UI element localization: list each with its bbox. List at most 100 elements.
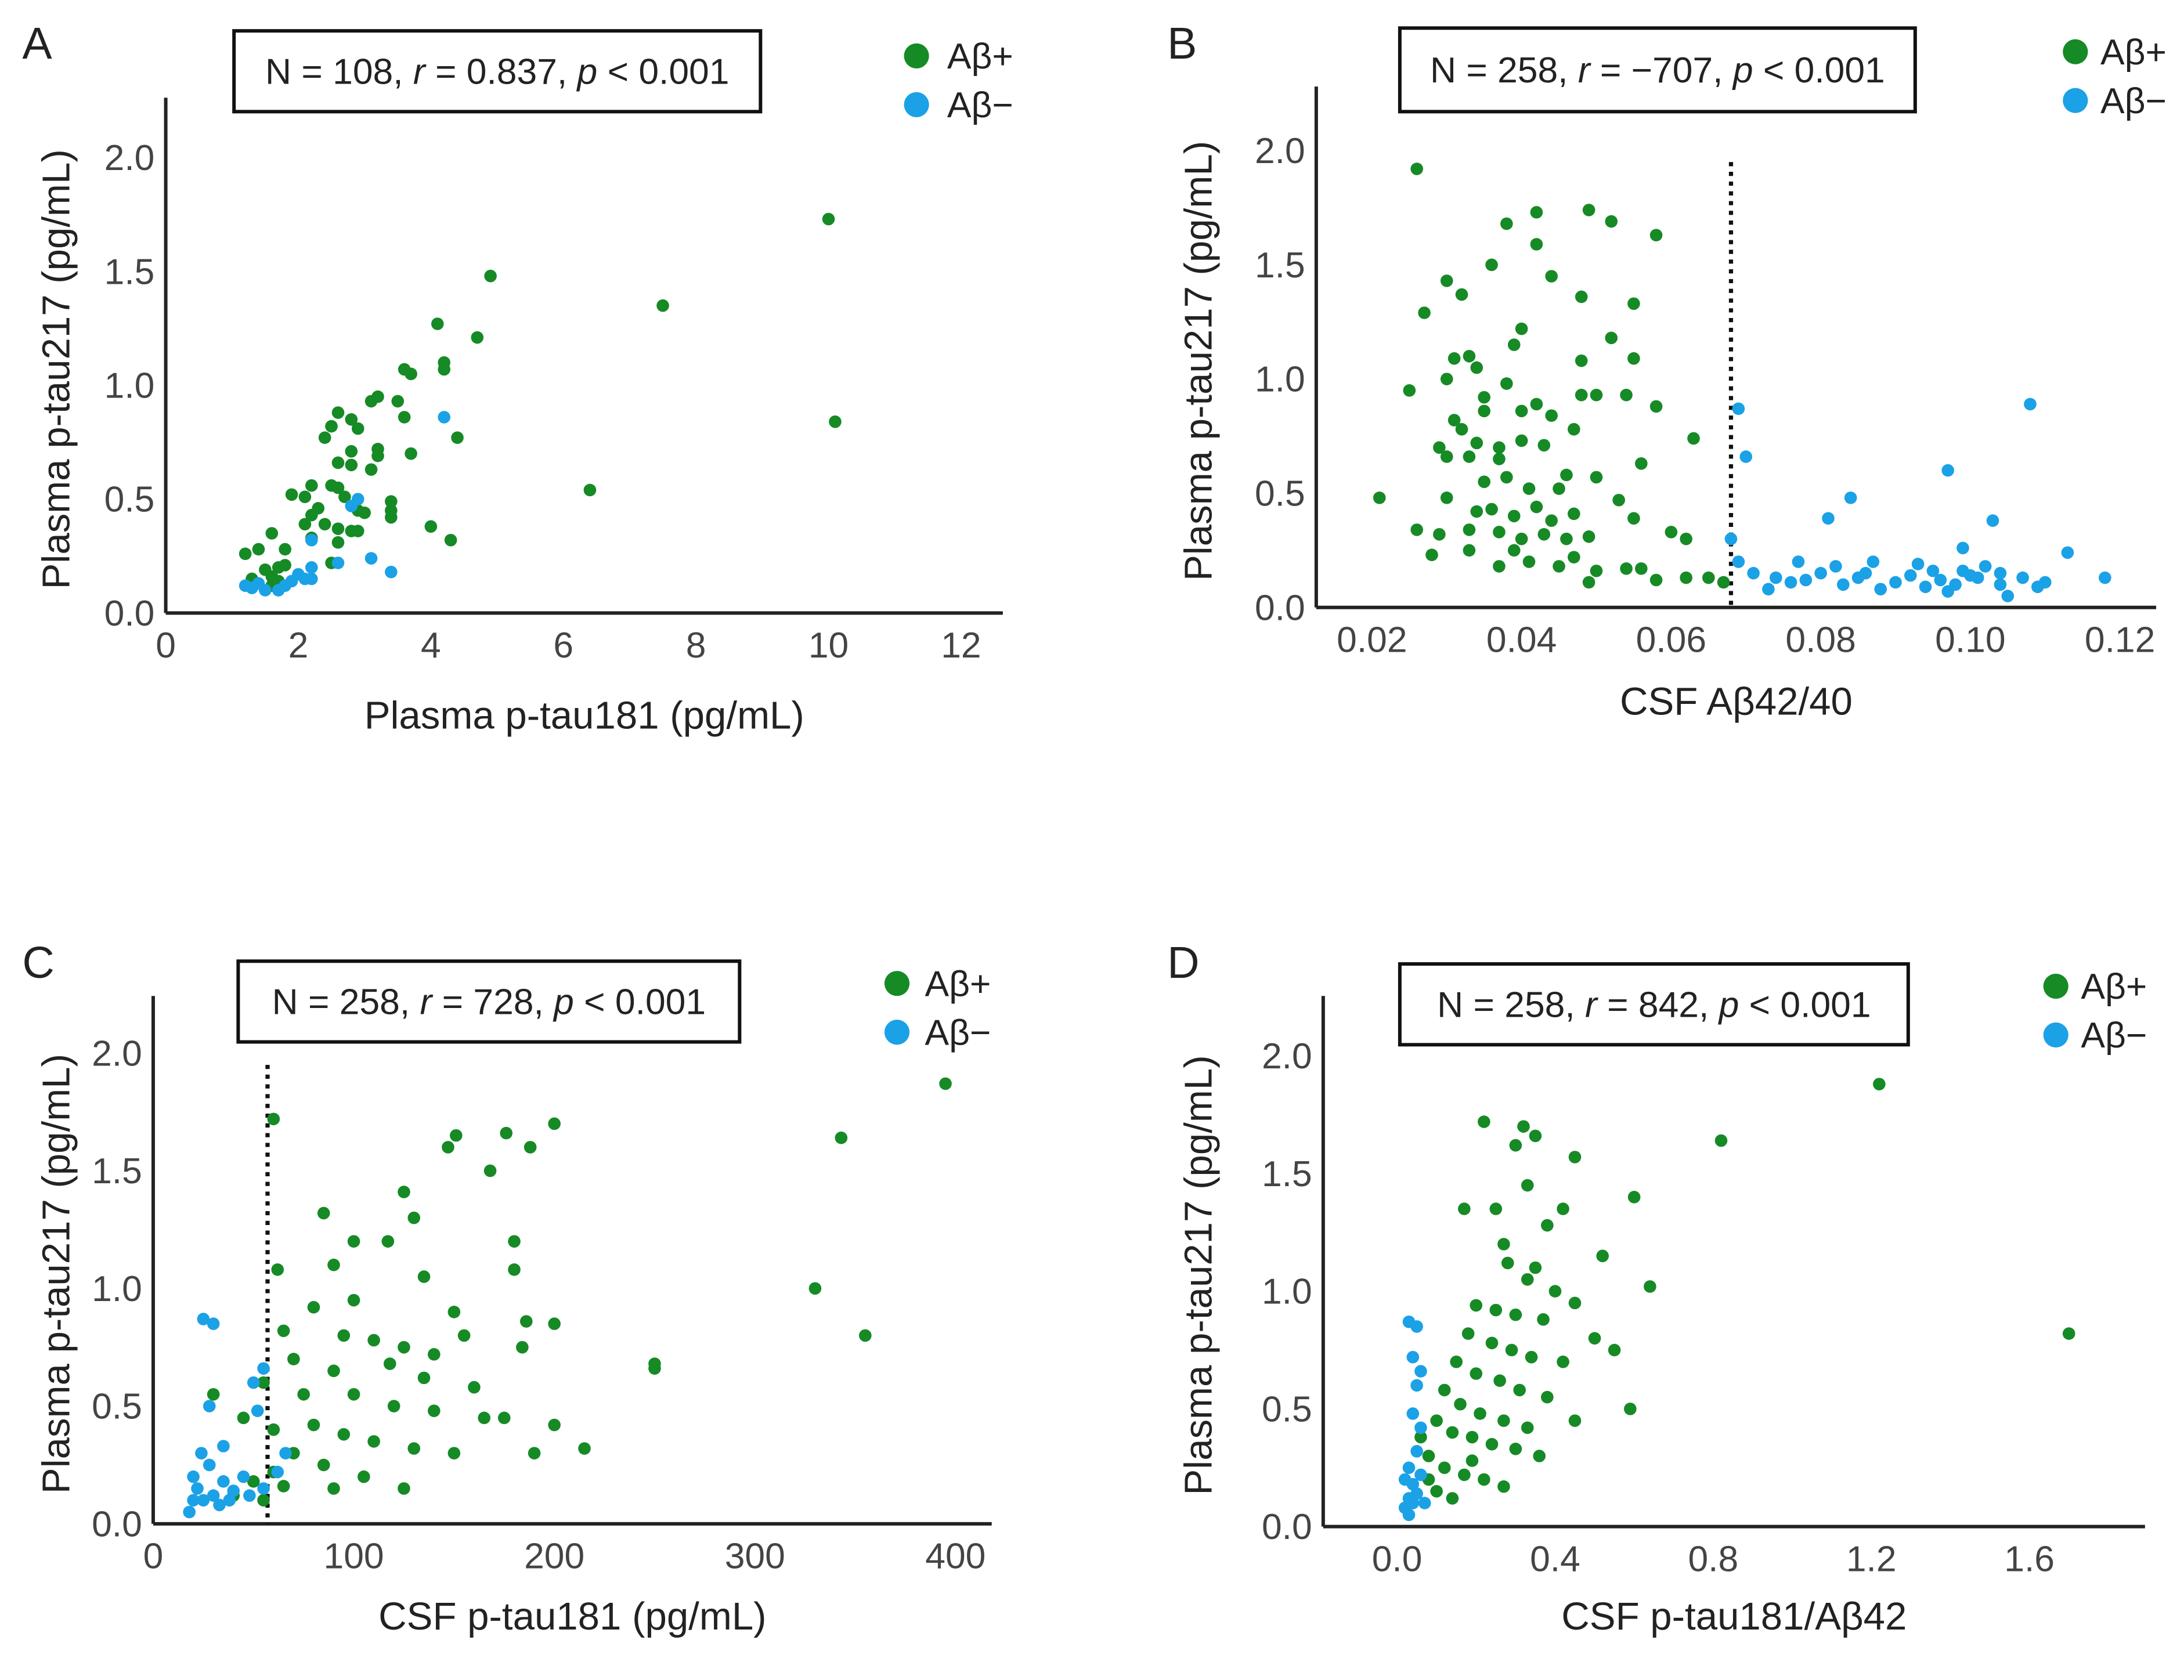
point-abeta-positive — [331, 406, 345, 419]
point-abeta-positive — [1485, 1437, 1499, 1451]
point-abeta-negative — [279, 1447, 292, 1459]
point-abeta-positive — [1537, 528, 1551, 541]
point-abeta-positive — [583, 483, 597, 497]
point-abeta-negative — [257, 1482, 270, 1495]
point-abeta-positive — [1624, 1403, 1637, 1415]
point-abeta-positive — [939, 1077, 952, 1090]
point-abeta-positive — [331, 481, 345, 494]
point-abeta-positive — [1557, 1202, 1569, 1215]
point-abeta-positive — [1568, 1296, 1582, 1310]
annotation-p-sym: p — [1718, 985, 1739, 1025]
x-tick-label: 4 — [421, 626, 441, 666]
point-abeta-positive — [1537, 1313, 1550, 1326]
y-tick-label: 2.0 — [92, 1034, 142, 1074]
point-abeta-negative — [1941, 464, 1954, 477]
point-abeta-positive — [387, 1400, 400, 1412]
point-abeta-positive — [345, 458, 358, 472]
point-abeta-negative — [1410, 1445, 1423, 1458]
annotation-r-sym: r — [413, 52, 427, 92]
y-tick-label: 0.5 — [104, 480, 155, 520]
point-abeta-positive — [1505, 1343, 1518, 1357]
annotation-r-sym: r — [1578, 50, 1591, 91]
point-abeta-positive — [1458, 1202, 1471, 1215]
point-abeta-positive — [1873, 1078, 1886, 1090]
point-abeta-positive — [1433, 528, 1446, 541]
y-tick-label: 0.0 — [1255, 588, 1305, 628]
point-abeta-positive — [1463, 450, 1476, 463]
point-abeta-negative — [1792, 555, 1805, 568]
point-abeta-positive — [457, 1329, 471, 1342]
x-tick-label: 0 — [156, 626, 176, 666]
point-abeta-positive — [1515, 404, 1528, 418]
point-abeta-positive — [450, 1129, 463, 1142]
point-abeta-positive — [1568, 1414, 1582, 1427]
point-abeta-positive — [398, 1341, 410, 1354]
legend-label: Aβ+ — [925, 964, 991, 1004]
point-abeta-positive — [1438, 1383, 1451, 1397]
point-abeta-positive — [364, 463, 378, 476]
annotation-n: N = 258, — [272, 982, 420, 1022]
point-abeta-positive — [351, 422, 364, 435]
point-abeta-positive — [1548, 1285, 1562, 1298]
y-tick-label: 0.0 — [92, 1504, 142, 1544]
point-abeta-positive — [1605, 331, 1618, 345]
point-abeta-negative — [1732, 402, 1745, 416]
annotation-text: N = 258, r = 728, p < 0.001 — [272, 982, 706, 1022]
point-abeta-positive — [1513, 1383, 1526, 1397]
point-abeta-positive — [1590, 388, 1603, 402]
legend-label: Aβ+ — [2100, 32, 2167, 73]
annotation-r: = 728, — [432, 982, 554, 1022]
point-abeta-negative — [2061, 546, 2074, 559]
point-abeta-positive — [338, 490, 351, 504]
point-abeta-positive — [347, 1235, 360, 1248]
point-abeta-positive — [447, 1306, 461, 1318]
point-abeta-positive — [1530, 238, 1543, 251]
point-abeta-positive — [347, 1294, 360, 1307]
point-abeta-positive — [239, 547, 252, 561]
point-abeta-negative — [1956, 564, 1969, 577]
y-tick-label: 1.5 — [92, 1151, 142, 1191]
point-abeta-negative — [183, 1505, 196, 1519]
legend-label: Aβ+ — [947, 37, 1013, 77]
point-abeta-positive — [1478, 1473, 1490, 1486]
point-abeta-positive — [383, 1357, 396, 1370]
point-abeta-negative — [243, 1489, 256, 1502]
point-abeta-positive — [331, 536, 345, 549]
point-abeta-negative — [1956, 541, 1969, 555]
point-abeta-positive — [431, 317, 444, 330]
point-abeta-positive — [1515, 434, 1528, 447]
legend-marker — [904, 43, 929, 68]
point-abeta-positive — [1525, 1350, 1538, 1364]
point-abeta-negative — [247, 1376, 260, 1389]
point-abeta-positive — [1373, 492, 1386, 504]
point-abeta-negative — [1418, 1497, 1431, 1509]
point-abeta-positive — [1493, 526, 1506, 539]
annotation-p-sym: p — [553, 982, 574, 1022]
x-tick-label: 1.6 — [2004, 1539, 2055, 1579]
point-abeta-positive — [207, 1388, 220, 1401]
point-abeta-positive — [1717, 576, 1730, 589]
point-abeta-negative — [1934, 573, 1947, 587]
point-abeta-positive — [656, 299, 669, 312]
point-abeta-positive — [1649, 573, 1663, 587]
point-abeta-positive — [438, 363, 450, 376]
point-abeta-negative — [2024, 398, 2037, 411]
point-abeta-positive — [1680, 571, 1692, 584]
point-abeta-positive — [1596, 1249, 1609, 1263]
point-abeta-positive — [1430, 1485, 1443, 1498]
point-abeta-positive — [1440, 492, 1453, 504]
point-abeta-negative — [1874, 583, 1887, 596]
annotation-r: = 842, — [1597, 985, 1719, 1025]
point-abeta-positive — [331, 456, 345, 469]
panel-b: B 0.02 0.04 0.06 0.08 0.10 0.12 0.0 0.5 1.0 1.5 2.0… — [1167, 19, 2167, 723]
point-abeta-positive — [277, 1324, 290, 1338]
point-abeta-positive — [358, 506, 371, 519]
point-abeta-positive — [1440, 450, 1453, 463]
point-abeta-positive — [1582, 576, 1595, 589]
annotation-n: N = 108, — [265, 52, 413, 92]
point-abeta-positive — [1446, 1492, 1459, 1505]
point-abeta-positive — [1501, 1256, 1514, 1270]
point-abeta-negative — [1836, 578, 1850, 591]
point-abeta-positive — [318, 431, 331, 444]
point-abeta-positive — [648, 1362, 661, 1375]
